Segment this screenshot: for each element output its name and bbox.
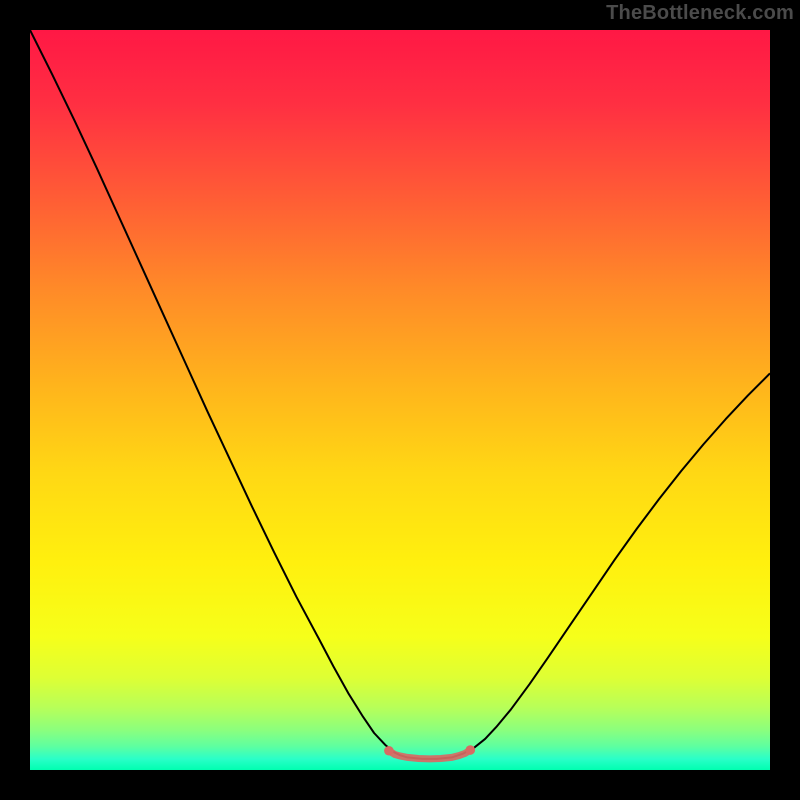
gradient-background <box>30 30 770 770</box>
watermark-text: TheBottleneck.com <box>606 2 794 25</box>
chart-frame: TheBottleneck.com <box>0 0 800 800</box>
plot-area <box>30 30 770 770</box>
plot-svg <box>30 30 770 770</box>
marker-endpoint-dot <box>384 746 394 756</box>
marker-endpoint-dot <box>466 745 476 755</box>
